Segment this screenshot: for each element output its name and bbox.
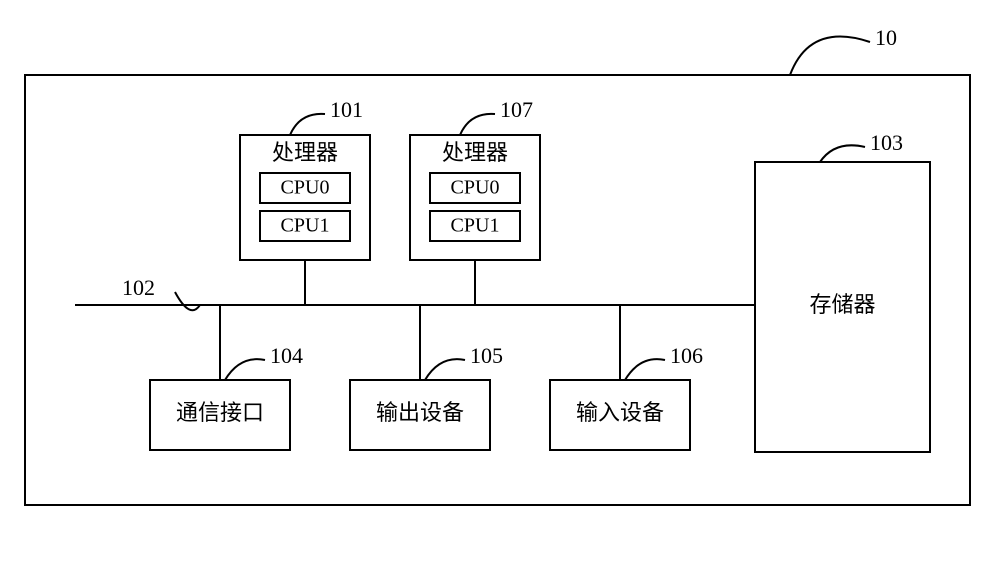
memory-ref: 103 [870,130,903,155]
processor-title-1: 处理器 [442,140,508,165]
processor-ref-1: 107 [500,97,533,122]
cpu-label-0-0: CPU0 [281,177,330,199]
bus-leader [175,292,200,310]
processor-title-0: 处理器 [272,140,338,165]
processor-ref-0: 101 [330,97,363,122]
cpu-label-1-0: CPU0 [451,177,500,199]
device-ref-0: 104 [270,343,303,368]
device-label-0: 通信接口 [176,400,264,425]
device-label-1: 输出设备 [376,400,464,425]
memory-label: 存储器 [809,292,875,317]
device-label-2: 输入设备 [576,400,664,425]
outer-ref: 10 [875,25,897,50]
processor-leader-0 [290,114,325,135]
bus-ref: 102 [122,275,155,300]
device-leader-1 [425,359,465,380]
device-ref-1: 105 [470,343,503,368]
cpu-label-0-1: CPU1 [281,215,330,237]
outer-leader [790,37,870,75]
processor-leader-1 [460,114,495,135]
cpu-label-1-1: CPU1 [451,215,500,237]
device-ref-2: 106 [670,343,703,368]
device-leader-2 [625,359,665,380]
device-leader-0 [225,359,265,380]
memory-leader [820,145,865,162]
